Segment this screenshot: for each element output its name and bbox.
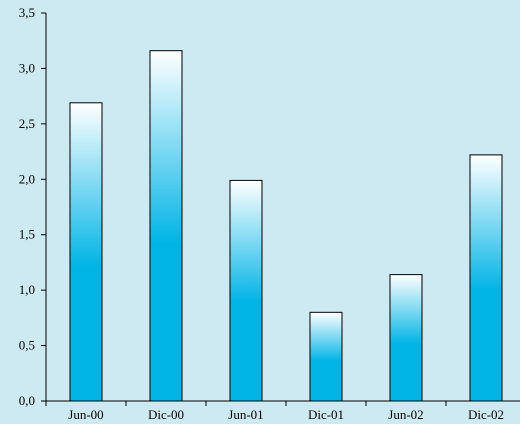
y-tick-label: 2,0 — [19, 171, 35, 186]
x-tick-label: Jun-00 — [68, 407, 103, 422]
axes-group — [45, 13, 520, 402]
x-tick-label: Jun-01 — [228, 407, 263, 422]
y-tick-label: 0,5 — [19, 338, 35, 353]
y-tick-label: 0,0 — [19, 393, 35, 408]
y-axis-ticks: 0,0 0,5 1,0 1,5 2,0 2,5 3,0 3,5 — [19, 5, 46, 408]
y-tick-label: 1,5 — [19, 227, 35, 242]
plot-area — [46, 13, 520, 401]
y-tick-label: 3,0 — [19, 60, 35, 75]
y-tick-label: 1,0 — [19, 282, 35, 297]
bar-jun-00 — [69, 102, 103, 402]
x-tick-label: Dic-00 — [148, 407, 184, 422]
bar-jun-02 — [389, 274, 423, 402]
x-axis-ticks: Jun-00 Dic-00 Jun-01 Dic-01 Jun-02 Dic-02 — [45, 401, 504, 422]
bar-dic-01 — [309, 311, 343, 402]
y-tick-label: 2,5 — [19, 116, 35, 131]
bar-dic-02 — [469, 154, 503, 402]
y-tick-label: 3,5 — [19, 5, 35, 20]
bar-dic-00 — [149, 50, 183, 402]
x-tick-label: Dic-01 — [308, 407, 344, 422]
x-tick-label: Dic-02 — [468, 407, 504, 422]
x-tick-label: Jun-02 — [388, 407, 423, 422]
bars-group — [69, 50, 503, 402]
bar-jun-01 — [229, 179, 263, 402]
